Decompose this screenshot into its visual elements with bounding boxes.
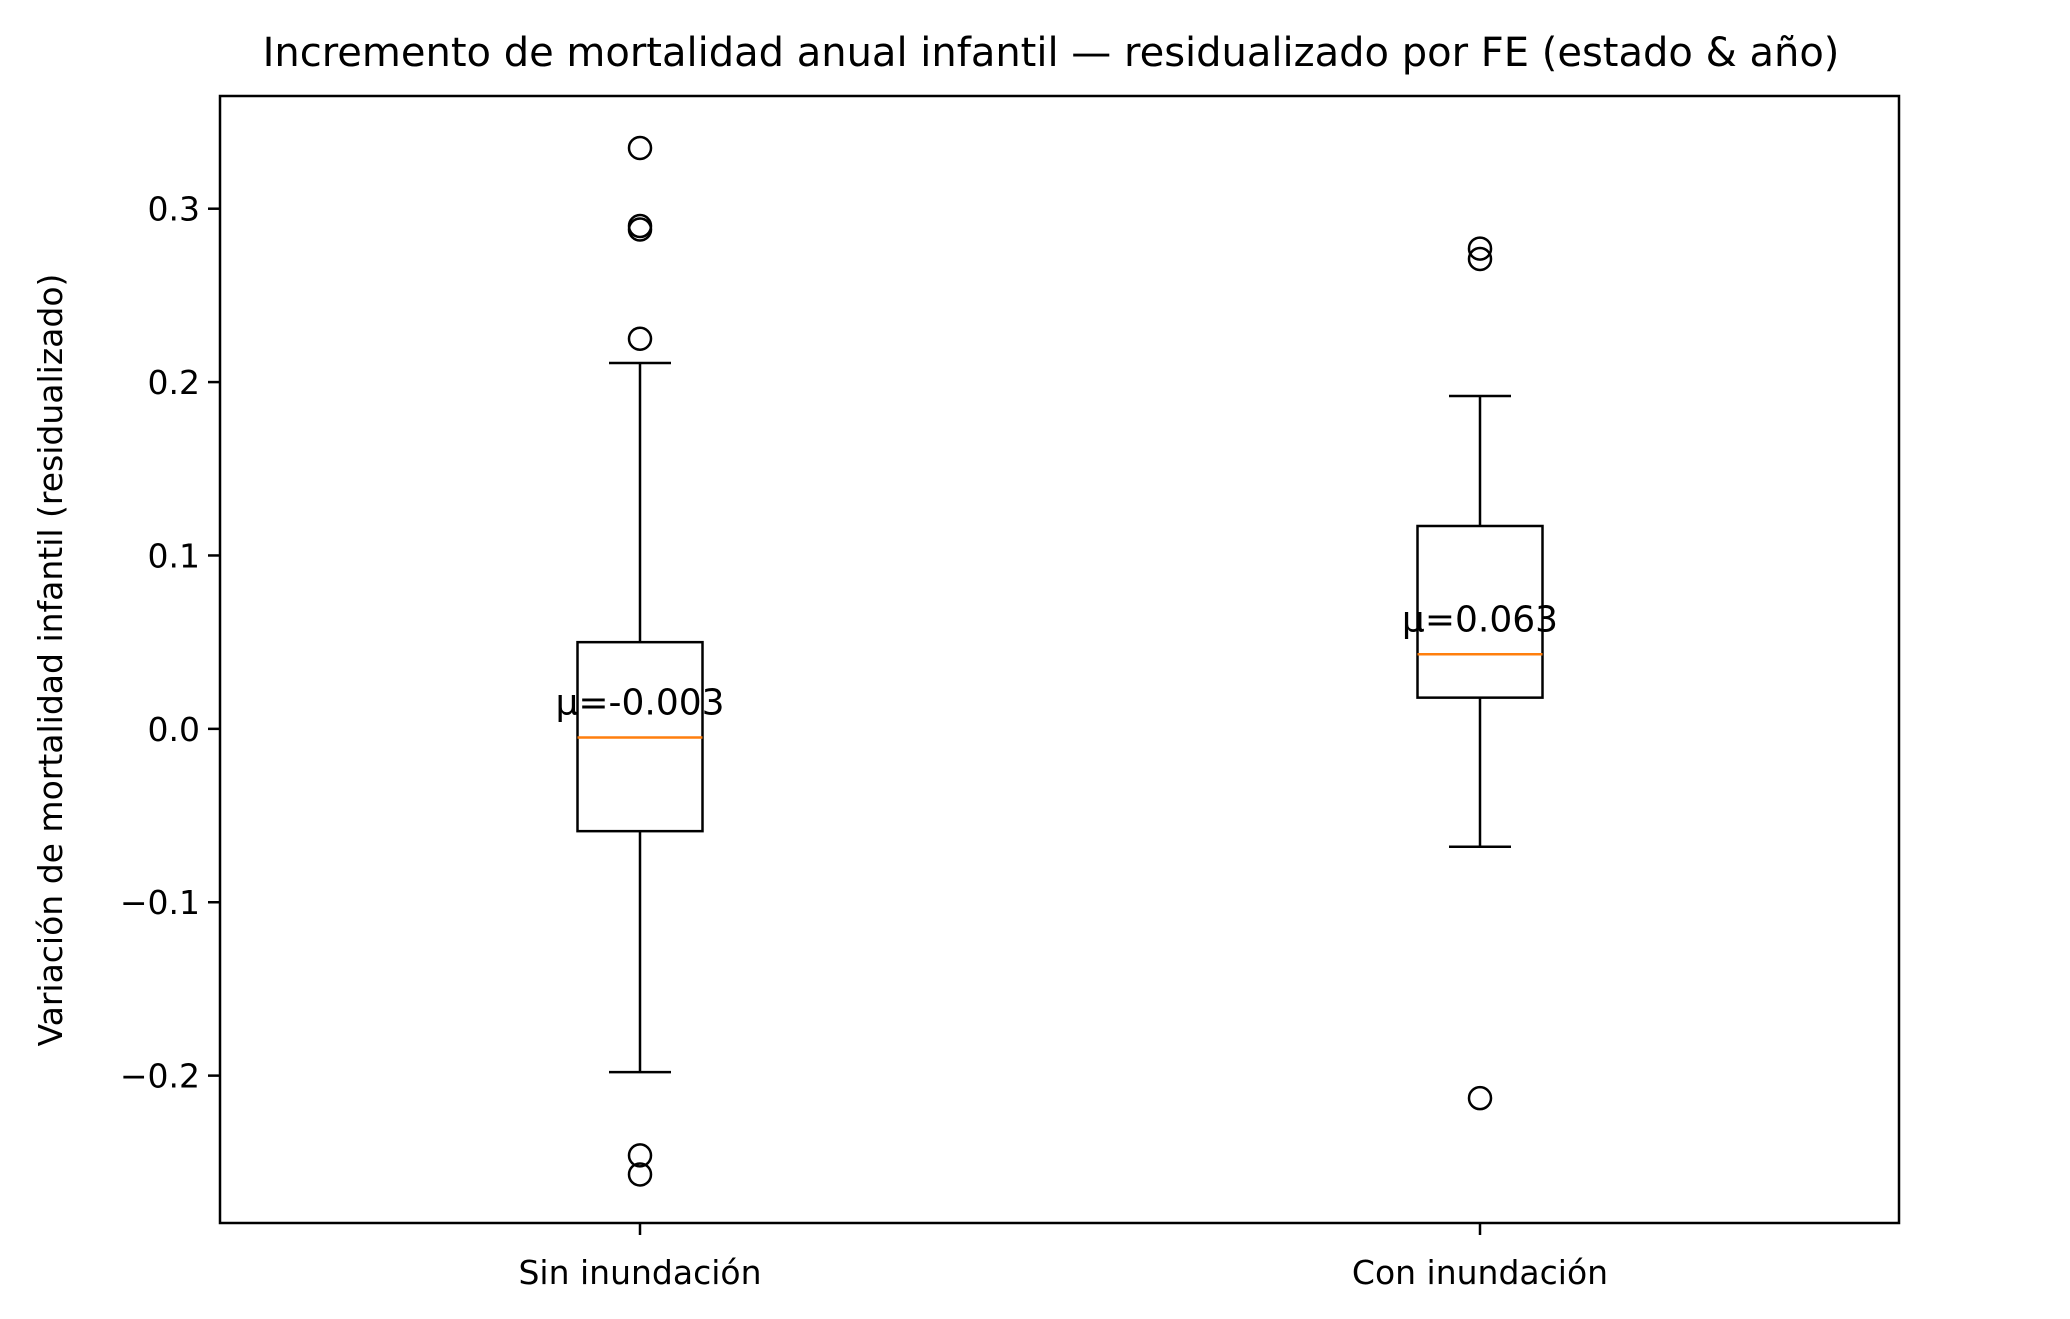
mean-label: μ=-0.003 xyxy=(555,683,724,724)
y-tick-label: −0.1 xyxy=(120,883,200,922)
mean-label: μ=0.063 xyxy=(1402,599,1558,640)
y-tick-label: 0.3 xyxy=(148,190,200,229)
outlier-point xyxy=(627,217,653,242)
x-tick-label: Con inundación xyxy=(1352,1253,1608,1292)
outlier-point xyxy=(1467,1085,1493,1111)
outlier-point xyxy=(627,1143,653,1168)
x-axis: Sin inundación Con inundación xyxy=(518,1223,1608,1292)
outlier-point xyxy=(627,135,653,161)
y-axis: −0.2 −0.1 0.0 0.1 0.2 0.3 xyxy=(120,190,220,1096)
outlier-point xyxy=(1467,236,1493,261)
y-tick-label: 0.1 xyxy=(148,536,200,575)
y-tick-label: 0.0 xyxy=(148,710,200,749)
chart-title: Incremento de mortalidad anual infantil … xyxy=(263,30,1840,76)
outlier-point xyxy=(627,1162,653,1187)
y-tick-label: 0.2 xyxy=(148,363,200,402)
boxes-layer: μ=-0.003 μ=0.063 xyxy=(555,135,1558,1187)
iqr-box xyxy=(1416,524,1544,699)
y-axis-label: Variación de mortalidad infantil (residu… xyxy=(31,274,70,1047)
plot-area-frame xyxy=(218,94,1901,1225)
y-tick-label: −0.2 xyxy=(120,1057,200,1096)
x-tick-label: Sin inundación xyxy=(518,1253,761,1292)
outlier-point xyxy=(1467,246,1493,272)
outlier-point xyxy=(627,326,653,351)
